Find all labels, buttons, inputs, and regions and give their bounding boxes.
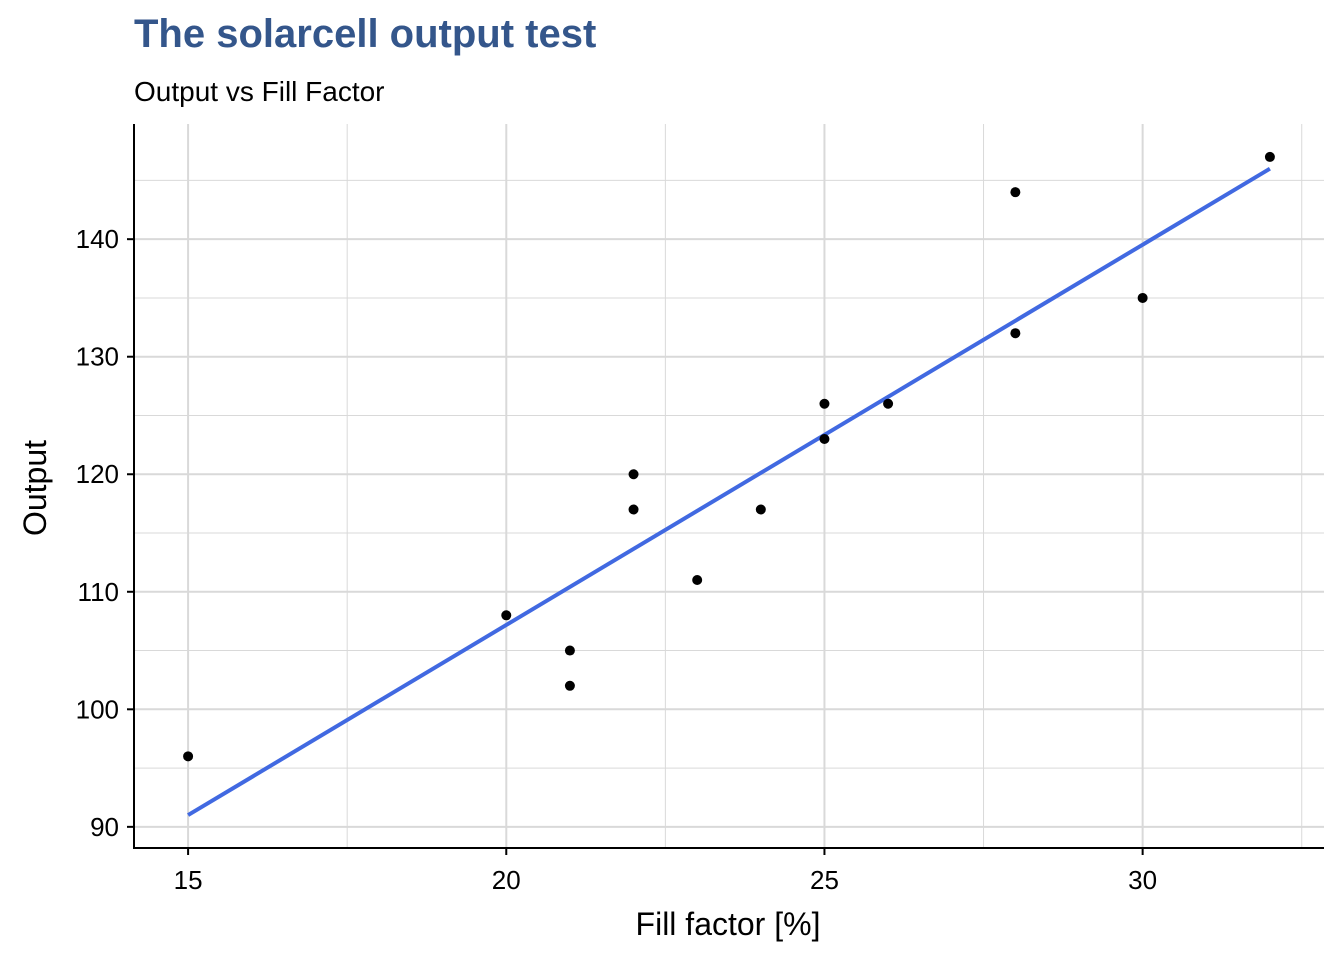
data-points: [183, 151, 1275, 762]
y-tick-label: 90: [90, 812, 119, 842]
axes: [133, 124, 1324, 849]
regression-line-layer: [187, 166, 1271, 817]
data-point: [1010, 328, 1021, 339]
y-tick-label: 130: [76, 342, 119, 372]
data-point: [1137, 292, 1148, 303]
data-point: [755, 504, 766, 515]
y-tick-label: 140: [76, 224, 119, 254]
data-point: [1010, 187, 1021, 198]
data-point: [628, 504, 639, 515]
data-point: [564, 680, 575, 691]
data-point: [819, 433, 830, 444]
regression-line: [187, 166, 1271, 817]
minor-gridlines: [134, 124, 1324, 848]
chart-subtitle: Output vs Fill Factor: [134, 76, 385, 107]
data-point: [692, 575, 703, 586]
data-point: [628, 469, 639, 480]
data-point: [501, 610, 512, 621]
x-tick-label: 30: [1128, 865, 1157, 895]
y-tick-label: 120: [76, 459, 119, 489]
y-tick-label: 110: [78, 577, 119, 607]
x-tick-label: 25: [810, 865, 839, 895]
data-point: [1264, 151, 1275, 162]
y-tick-label: 100: [76, 694, 119, 724]
x-axis-title: Fill factor [%]: [636, 906, 821, 942]
y-axis-ticks: 90 100 110 120 130 140: [76, 224, 134, 842]
data-point: [183, 751, 194, 762]
major-gridlines: [134, 124, 1324, 848]
data-point: [564, 645, 575, 656]
x-tick-label: 15: [174, 865, 203, 895]
y-axis-title: Output: [17, 440, 53, 536]
x-tick-label: 20: [492, 865, 521, 895]
x-axis-ticks: 15 20 25 30: [174, 848, 1157, 895]
chart-title: The solarcell output test: [134, 12, 597, 56]
data-point: [883, 398, 894, 409]
data-point: [819, 398, 830, 409]
